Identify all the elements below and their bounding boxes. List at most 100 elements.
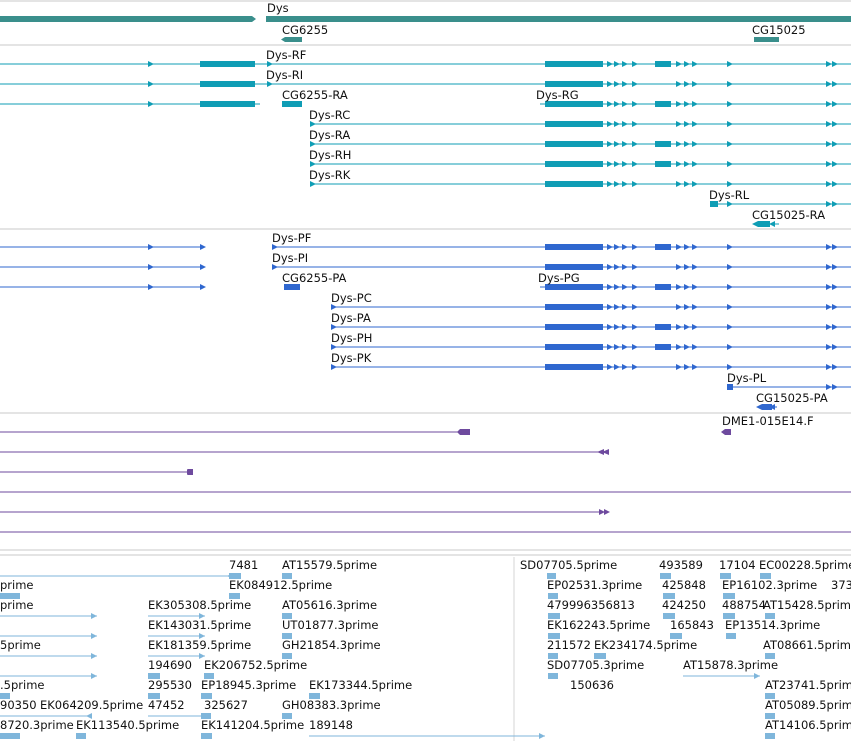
protein-exon[interactable] [545,244,603,250]
intron-arrow [684,121,690,127]
est-block[interactable] [309,693,320,699]
intron-arrow [826,141,832,147]
transcript-exon[interactable] [200,61,255,67]
transcript-exon[interactable] [545,161,603,167]
transcript-exon[interactable] [758,221,770,227]
protein-exon[interactable] [545,264,603,270]
est-label: EK181359.5prime [148,638,251,652]
est-block[interactable] [0,593,20,599]
intron-arrow [614,61,620,67]
est-block[interactable] [663,613,675,619]
est-block[interactable] [201,733,212,739]
transcript-exon[interactable] [282,101,302,107]
transcript-exon[interactable] [545,141,603,147]
est-block[interactable] [0,733,20,739]
est-block[interactable] [548,673,558,679]
intron-arrow [832,284,838,290]
intron-arrow [684,141,690,147]
intron-arrow [692,364,698,370]
est-block[interactable] [148,673,160,679]
est-block[interactable] [765,693,775,699]
est-block[interactable] [201,693,212,699]
cdna-feature[interactable] [188,469,193,475]
intron-arrow [614,244,620,250]
est-arrow [539,733,545,739]
protein-exon[interactable] [655,344,671,350]
est-block[interactable] [201,713,211,719]
est-block[interactable] [548,653,558,659]
gene-feature[interactable] [754,37,779,42]
protein-exon[interactable] [727,384,733,390]
est-block[interactable] [663,593,675,599]
est-block[interactable] [282,633,292,639]
protein-exon[interactable] [545,284,603,290]
est-block[interactable] [765,733,775,739]
est-label: 8720.3prime [0,718,74,732]
protein-exon[interactable] [545,344,603,350]
est-block[interactable] [548,633,560,639]
intron-arrow [632,81,638,87]
est-block[interactable] [148,693,160,699]
est-block[interactable] [723,593,735,599]
est-block[interactable] [765,713,775,719]
est-block[interactable] [204,673,214,679]
est-block[interactable] [594,653,606,659]
intron-arrow [832,304,838,310]
transcript-exon[interactable] [655,61,671,67]
est-block[interactable] [760,573,771,579]
protein-exon[interactable] [655,324,671,330]
est-block[interactable] [282,573,292,579]
est-block[interactable] [765,653,775,659]
est-block[interactable] [548,593,558,599]
est-block[interactable] [282,613,292,619]
intron-arrow [622,344,628,350]
transcript-exon[interactable] [655,101,671,107]
est-block[interactable] [765,613,775,619]
protein-exon[interactable] [762,404,772,410]
intron-arrow [692,324,698,330]
est-block[interactable] [660,573,671,579]
protein-exon[interactable] [545,324,603,330]
est-block[interactable] [547,573,556,579]
transcript-exon[interactable] [710,201,718,207]
est-label: AT05616.3prime [282,598,377,612]
est-arrow [91,653,97,659]
transcript-exon[interactable] [200,81,255,87]
gene-feature[interactable] [266,16,851,22]
transcript-exon[interactable] [655,141,671,147]
intron-arrow [676,244,682,250]
protein-exon[interactable] [545,364,603,370]
intron-arrow [727,181,733,187]
protein-exon[interactable] [284,284,300,290]
transcript-exon[interactable] [545,61,603,67]
gene-feature[interactable] [0,16,252,22]
est-block[interactable] [670,633,682,639]
est-label: 150636 [570,678,614,692]
transcript-exon[interactable] [545,121,603,127]
est-block[interactable] [548,613,560,619]
intron-arrow [826,304,832,310]
est-block[interactable] [282,653,292,659]
protein-exon[interactable] [655,284,671,290]
gene-feature[interactable] [285,37,302,42]
est-label: 211572 [547,638,591,652]
est-block[interactable] [720,573,731,579]
transcript-exon[interactable] [200,101,255,107]
protein-exon[interactable] [655,244,671,250]
est-block[interactable] [723,613,735,619]
intron-arrow [632,264,638,270]
transcript-exon[interactable] [545,181,603,187]
transcript-exon[interactable] [545,101,603,107]
intron-arrow [622,244,628,250]
cdna-feature[interactable] [725,429,731,435]
est-block[interactable] [726,633,736,639]
est-block[interactable] [0,693,10,699]
transcript-exon[interactable] [655,161,671,167]
est-block[interactable] [229,573,241,579]
protein-exon[interactable] [545,304,603,310]
est-block[interactable] [76,733,86,739]
intron-arrow [607,181,613,187]
est-block[interactable] [229,593,240,599]
est-block[interactable] [282,713,292,719]
transcript-exon[interactable] [545,81,603,87]
